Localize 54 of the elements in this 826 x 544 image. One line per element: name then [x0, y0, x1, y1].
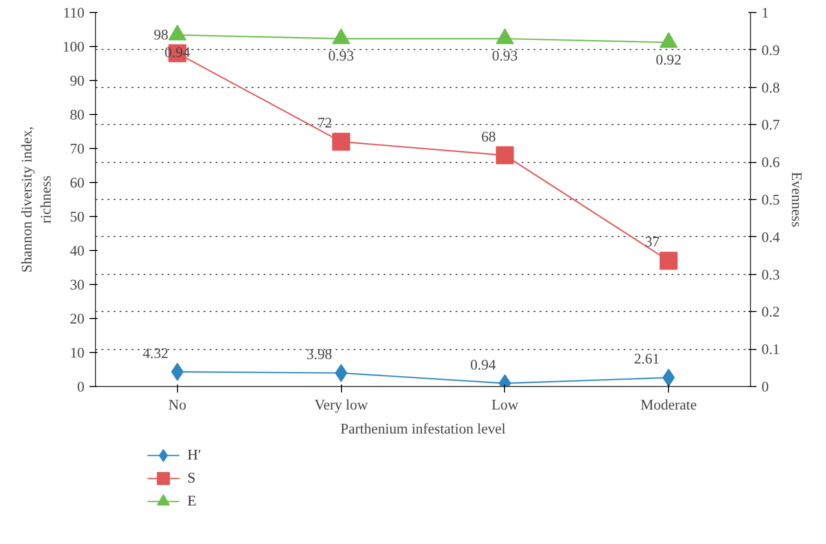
legend-label: S — [187, 470, 196, 486]
point — [171, 362, 184, 381]
y2-tick-label: 0.6 — [762, 155, 780, 172]
y2-tick-label: 0.1 — [762, 342, 780, 358]
data-label: 0.92 — [656, 52, 682, 68]
data-label: 72 — [317, 116, 332, 132]
data-label: 4.32 — [142, 346, 168, 362]
legend-label: H′ — [187, 448, 202, 464]
data-label: 3.98 — [306, 346, 332, 363]
y-tick-label: 30 — [70, 278, 84, 294]
y2-tick-label: 0 — [762, 380, 769, 396]
point — [660, 252, 678, 270]
x-tick-label: Low — [491, 398, 519, 414]
y-tick-label: 80 — [70, 108, 84, 124]
x-tick-label: No — [168, 398, 186, 414]
x-tick-label: Moderate — [640, 398, 697, 414]
point — [662, 368, 675, 386]
y2-tick-label: 0.9 — [762, 42, 780, 59]
y-tick-label: 60 — [70, 176, 84, 192]
y2-axis-title: Evenness — [788, 172, 804, 228]
point — [334, 364, 348, 382]
y-tick-label: 90 — [70, 74, 84, 90]
y-tick-label: 10 — [70, 346, 84, 362]
y-tick-label: 110 — [63, 6, 85, 22]
data-label: 0.93 — [492, 48, 518, 65]
y-tick-label: 100 — [62, 40, 84, 56]
point — [496, 146, 514, 164]
legend-label: E — [187, 494, 196, 510]
y2-tick-label: 1 — [762, 6, 769, 22]
data-label: 68 — [481, 129, 496, 146]
data-label: 98 — [154, 27, 168, 44]
point — [332, 132, 350, 151]
y2-tick-label: 0.2 — [762, 304, 780, 321]
y2-tick-label: 0.7 — [762, 118, 780, 134]
data-label: 0.93 — [328, 48, 354, 65]
y-tick-label: 40 — [70, 244, 84, 260]
y2-tick-label: 0.5 — [762, 192, 780, 208]
data-label: 0.94 — [470, 357, 497, 374]
y-tick-label: 50 — [70, 210, 84, 226]
y2-tick-label: 0.8 — [762, 80, 780, 96]
point — [496, 28, 514, 44]
point — [168, 24, 186, 40]
y2-tick-label: 0.4 — [762, 230, 780, 246]
data-label: 2.61 — [634, 352, 660, 368]
point — [660, 32, 678, 48]
x-axis-title: Parthenium infestation level — [340, 422, 506, 438]
x-tick-label: Very low — [314, 398, 368, 414]
y-axis-title: Shannon diversity index, richness — [19, 126, 55, 273]
y-tick-label: 0 — [77, 380, 84, 396]
y-tick-label: 20 — [70, 312, 84, 328]
y2-tick-label: 0.3 — [762, 267, 780, 284]
data-label: 37 — [644, 234, 660, 251]
point — [332, 28, 350, 44]
y-tick-label: 70 — [70, 142, 84, 158]
